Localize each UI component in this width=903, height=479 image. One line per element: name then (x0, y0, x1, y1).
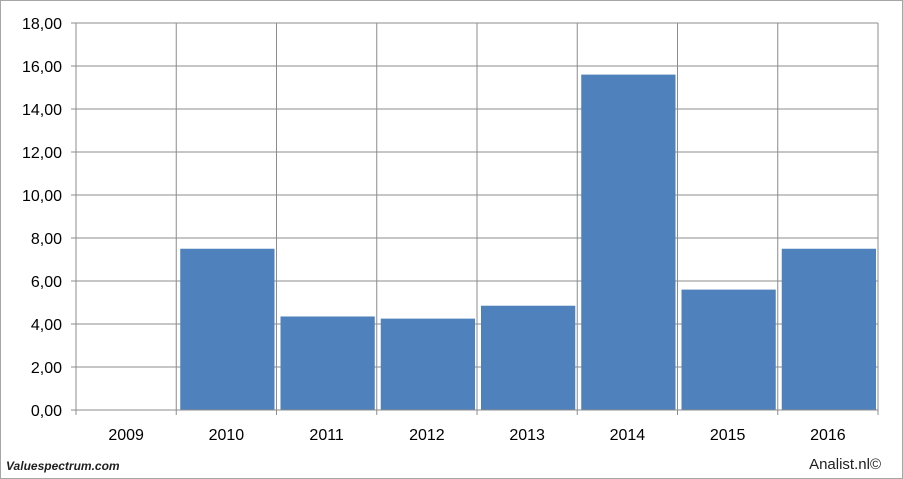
x-tick-label: 2012 (409, 427, 445, 444)
y-tick-label: 0,00 (31, 403, 62, 420)
y-tick-label: 18,00 (22, 16, 62, 33)
x-tick-label: 2016 (810, 427, 846, 444)
bar (380, 318, 475, 410)
x-tick-label: 2009 (108, 427, 144, 444)
source-credit-right: Analist.nl© (809, 456, 881, 473)
axes (71, 22, 879, 415)
bar (781, 248, 876, 410)
bar (180, 248, 275, 410)
y-tick-labels: 0,00 2,00 4,00 6,00 8,00 10,00 12,00 14,00 16,00… (22, 16, 62, 420)
y-tick-label: 2,00 (31, 360, 62, 377)
x-tick-label: 2011 (309, 427, 344, 444)
source-credit-left: Valuespectrum.com (6, 459, 120, 473)
x-tick-label: 2015 (710, 427, 746, 444)
y-tick-label: 6,00 (31, 274, 62, 291)
y-tick-label: 14,00 (22, 102, 62, 119)
y-tick-label: 10,00 (22, 188, 62, 205)
bar (481, 305, 576, 410)
y-tick-label: 8,00 (31, 231, 62, 248)
bar (681, 289, 776, 410)
y-tick-label: 12,00 (22, 145, 62, 162)
x-tick-label: 2013 (509, 427, 545, 444)
x-tick-label: 2010 (209, 427, 245, 444)
y-tick-label: 16,00 (22, 59, 62, 76)
bars (180, 74, 876, 410)
bar (581, 74, 676, 410)
x-tick-label: 2014 (610, 427, 646, 444)
x-tick-labels: 2009 2010 2011 2012 2013 2014 2015 2016 (108, 427, 845, 444)
bar (280, 316, 375, 410)
y-tick-label: 4,00 (31, 317, 62, 334)
